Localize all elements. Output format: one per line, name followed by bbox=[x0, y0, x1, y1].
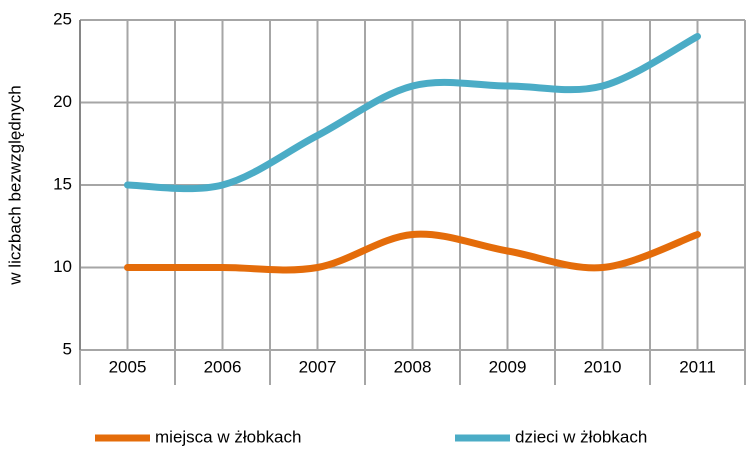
y-axis-label: w liczbach bezwzględnych bbox=[5, 85, 24, 285]
x-tick-label: 2008 bbox=[394, 357, 432, 376]
series-line bbox=[124, 230, 701, 274]
x-tick-label: 2011 bbox=[679, 357, 716, 376]
y-tick-label: 5 bbox=[63, 339, 72, 358]
y-tick-label: 10 bbox=[53, 257, 72, 276]
y-tick-label: 25 bbox=[53, 9, 72, 28]
series-line bbox=[124, 33, 701, 193]
x-tick-label: 2010 bbox=[584, 357, 622, 376]
y-tick-label: 20 bbox=[53, 92, 72, 111]
x-tick-label: 2007 bbox=[299, 357, 337, 376]
x-tick-label: 2005 bbox=[109, 357, 147, 376]
y-tick-label: 15 bbox=[53, 174, 72, 193]
legend-label: miejsca w żłobkach bbox=[155, 427, 301, 446]
x-tick-label: 2006 bbox=[204, 357, 242, 376]
x-tick-label: 2009 bbox=[489, 357, 527, 376]
legend-label: dzieci w żłobkach bbox=[515, 427, 647, 446]
